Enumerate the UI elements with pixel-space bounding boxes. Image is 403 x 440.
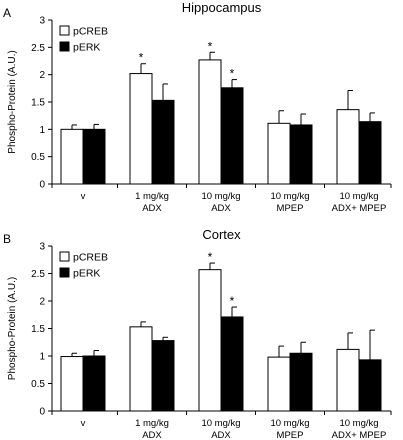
significance-marker: * (230, 67, 235, 81)
bar-pcreb (198, 59, 222, 185)
x-tick-label: MPEP (277, 430, 304, 440)
x-tick-label: ADX (211, 430, 231, 440)
bar-pcreb (60, 356, 84, 412)
legend-swatch-perk (59, 267, 70, 278)
y-tick-label: 0.5 (31, 152, 45, 163)
x-tick-label: 1 mg/kg (135, 418, 169, 429)
bar-pcreb (129, 326, 153, 412)
y-tick-label: 0 (39, 180, 45, 191)
y-tick-label: 1 (39, 125, 45, 136)
bar-perk (220, 316, 244, 412)
y-axis-label: Phospho-Protein (A.U.) (7, 50, 18, 153)
y-tick-label: 3 (39, 16, 45, 27)
bar-pcreb (60, 128, 84, 185)
significance-marker: * (139, 51, 144, 65)
y-tick-label: 1.5 (31, 98, 45, 109)
x-tick-label: 10 mg/kg (339, 191, 378, 202)
significance-marker: * (230, 294, 235, 308)
chart-panel-b: B Cortex Phospho-Protein (A.U.) 0 0.5 1 1.5 2 2.… (3, 227, 392, 440)
legend-label-perk: pERK (73, 268, 100, 280)
bar-perk (220, 87, 244, 185)
bar-perk (82, 355, 106, 412)
x-tick-label: 10 mg/kg (270, 191, 309, 202)
x-tick-label: v (81, 191, 86, 202)
x-tick-label: v (81, 418, 86, 429)
x-tick-label: 1 mg/kg (135, 191, 169, 202)
legend-swatch-pcreb (59, 251, 70, 262)
panel-label: B (3, 232, 11, 246)
chart-title: Hippocampus (182, 0, 262, 15)
bar-perk (289, 352, 313, 412)
y-axis-label: Phospho-Protein (A.U.) (7, 277, 18, 380)
bar-pcreb (198, 269, 222, 412)
bar-perk (151, 99, 175, 185)
y-tick-label: 0 (39, 407, 45, 418)
bar-perk (358, 121, 382, 185)
y-tick-label: 0.5 (31, 379, 45, 390)
x-tick-label: 10 mg/kg (201, 191, 240, 202)
bar-perk (358, 359, 382, 412)
legend-swatch-pcreb (59, 25, 70, 36)
bar-pcreb (267, 356, 291, 412)
x-tick-label: 10 mg/kg (270, 418, 309, 429)
y-tick-label: 2 (39, 70, 45, 81)
chart-title: Cortex (202, 227, 241, 242)
y-tick-label: 2.5 (31, 269, 45, 280)
x-tick-label: ADX (142, 430, 162, 440)
bar-pcreb (129, 73, 153, 185)
x-tick-label: ADX (211, 203, 231, 214)
legend-swatch-perk (59, 41, 70, 52)
y-tick-label: 1.5 (31, 324, 45, 335)
bar-perk (151, 340, 175, 412)
x-tick-label: ADX+ MPEP (332, 203, 387, 214)
y-tick-label: 2.5 (31, 43, 45, 54)
bar-perk (82, 128, 106, 185)
legend-label-pcreb: pCREB (73, 26, 108, 38)
x-tick-label: MPEP (277, 203, 304, 214)
bar-perk (289, 124, 313, 185)
x-tick-label: 10 mg/kg (201, 418, 240, 429)
x-tick-label: ADX (142, 203, 162, 214)
bar-pcreb (336, 109, 360, 185)
significance-marker: * (208, 250, 213, 264)
legend-label-pcreb: pCREB (73, 252, 108, 264)
y-tick-label: 2 (39, 297, 45, 308)
x-tick-label: 10 mg/kg (339, 418, 378, 429)
bar-pcreb (267, 122, 291, 185)
x-tick-label: ADX+ MPEP (332, 430, 387, 440)
y-tick-label: 3 (39, 242, 45, 253)
panel-label: A (3, 6, 11, 20)
chart-panel-a: A Hippocampus Phospho-Protein (A.U.) 0 0.5 1 1… (3, 0, 392, 214)
bar-pcreb (336, 348, 360, 412)
significance-marker: * (208, 39, 213, 53)
y-tick-label: 1 (39, 352, 45, 363)
legend-label-perk: pERK (73, 42, 100, 54)
